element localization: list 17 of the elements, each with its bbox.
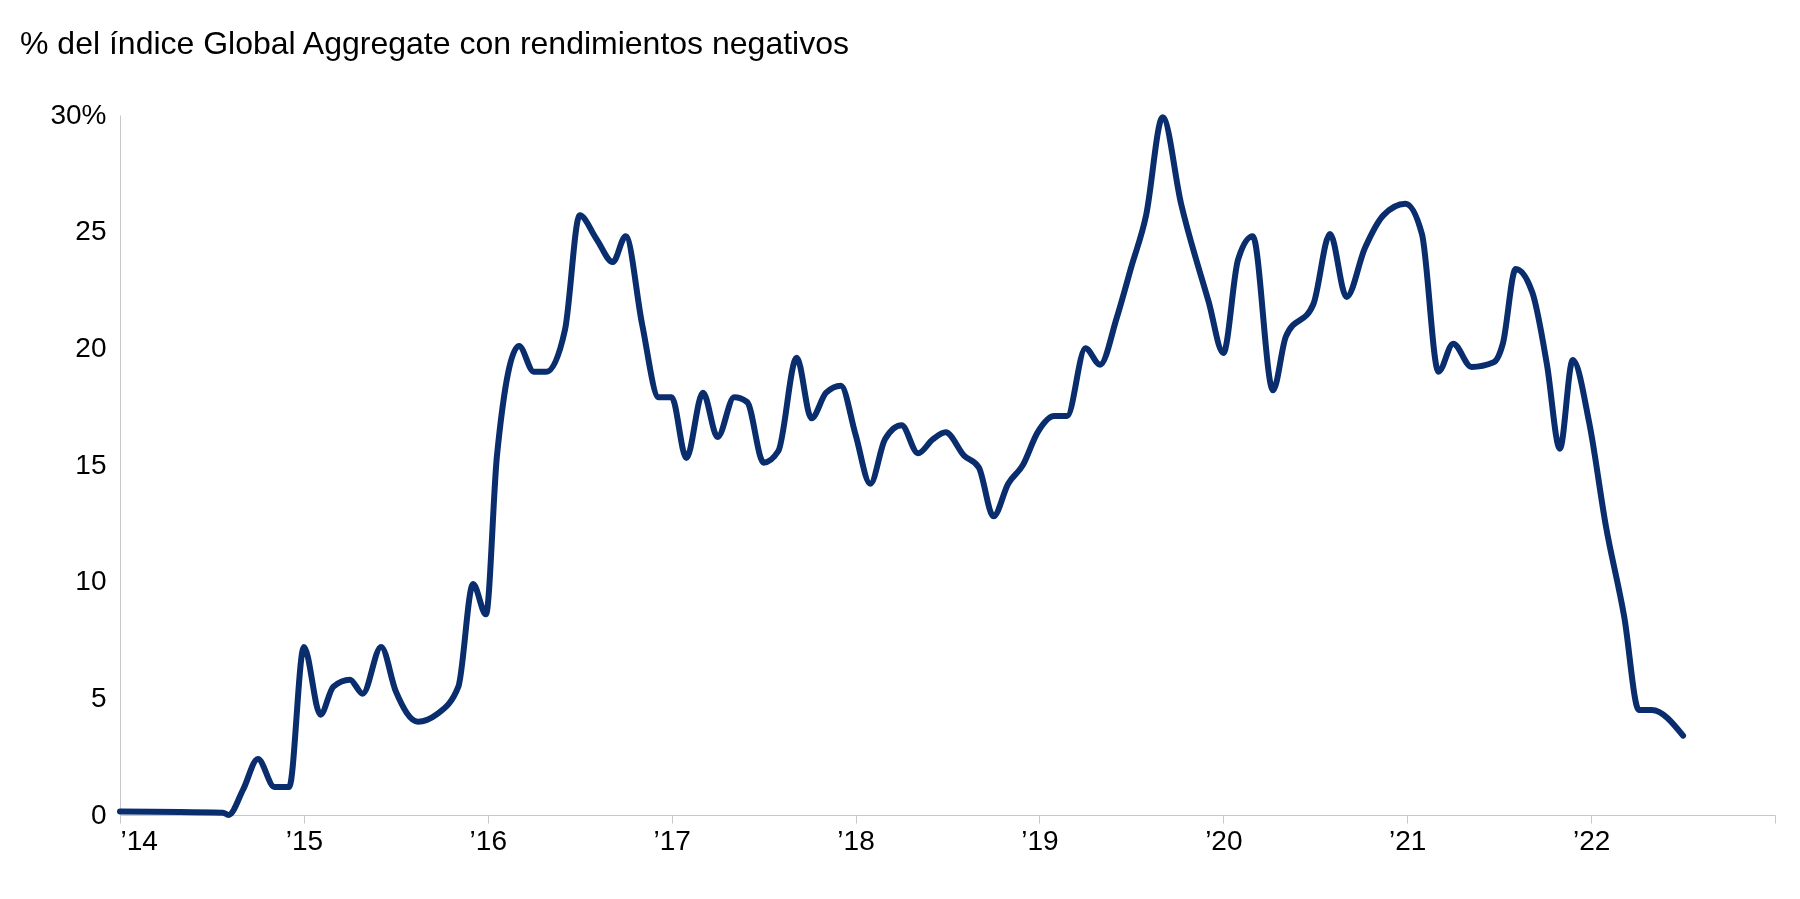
x-tick-label: ’20: [1205, 824, 1243, 856]
y-tick-label: 5: [90, 681, 107, 713]
y-tick-label: 0: [90, 798, 107, 830]
y-tick-label: 15: [75, 448, 107, 480]
x-tick-label: ’19: [1021, 824, 1059, 856]
y-tick-label: 20: [75, 331, 107, 363]
x-tick-label: ’21: [1389, 824, 1427, 856]
y-tick-label: 10: [75, 565, 107, 597]
x-tick-label: ’16: [469, 824, 507, 856]
x-tick-label: ’17: [653, 824, 691, 856]
chart-title: % del índice Global Aggregate con rendimientos negativos: [20, 25, 849, 61]
x-tick-label: ’15: [285, 824, 324, 856]
y-tick-label: 30%: [50, 98, 107, 130]
x-tick-label: ’18: [837, 824, 875, 856]
y-tick-label: 25: [75, 215, 107, 247]
x-tick-label: ’22: [1572, 824, 1611, 856]
x-tick-label: ’14: [120, 824, 158, 856]
